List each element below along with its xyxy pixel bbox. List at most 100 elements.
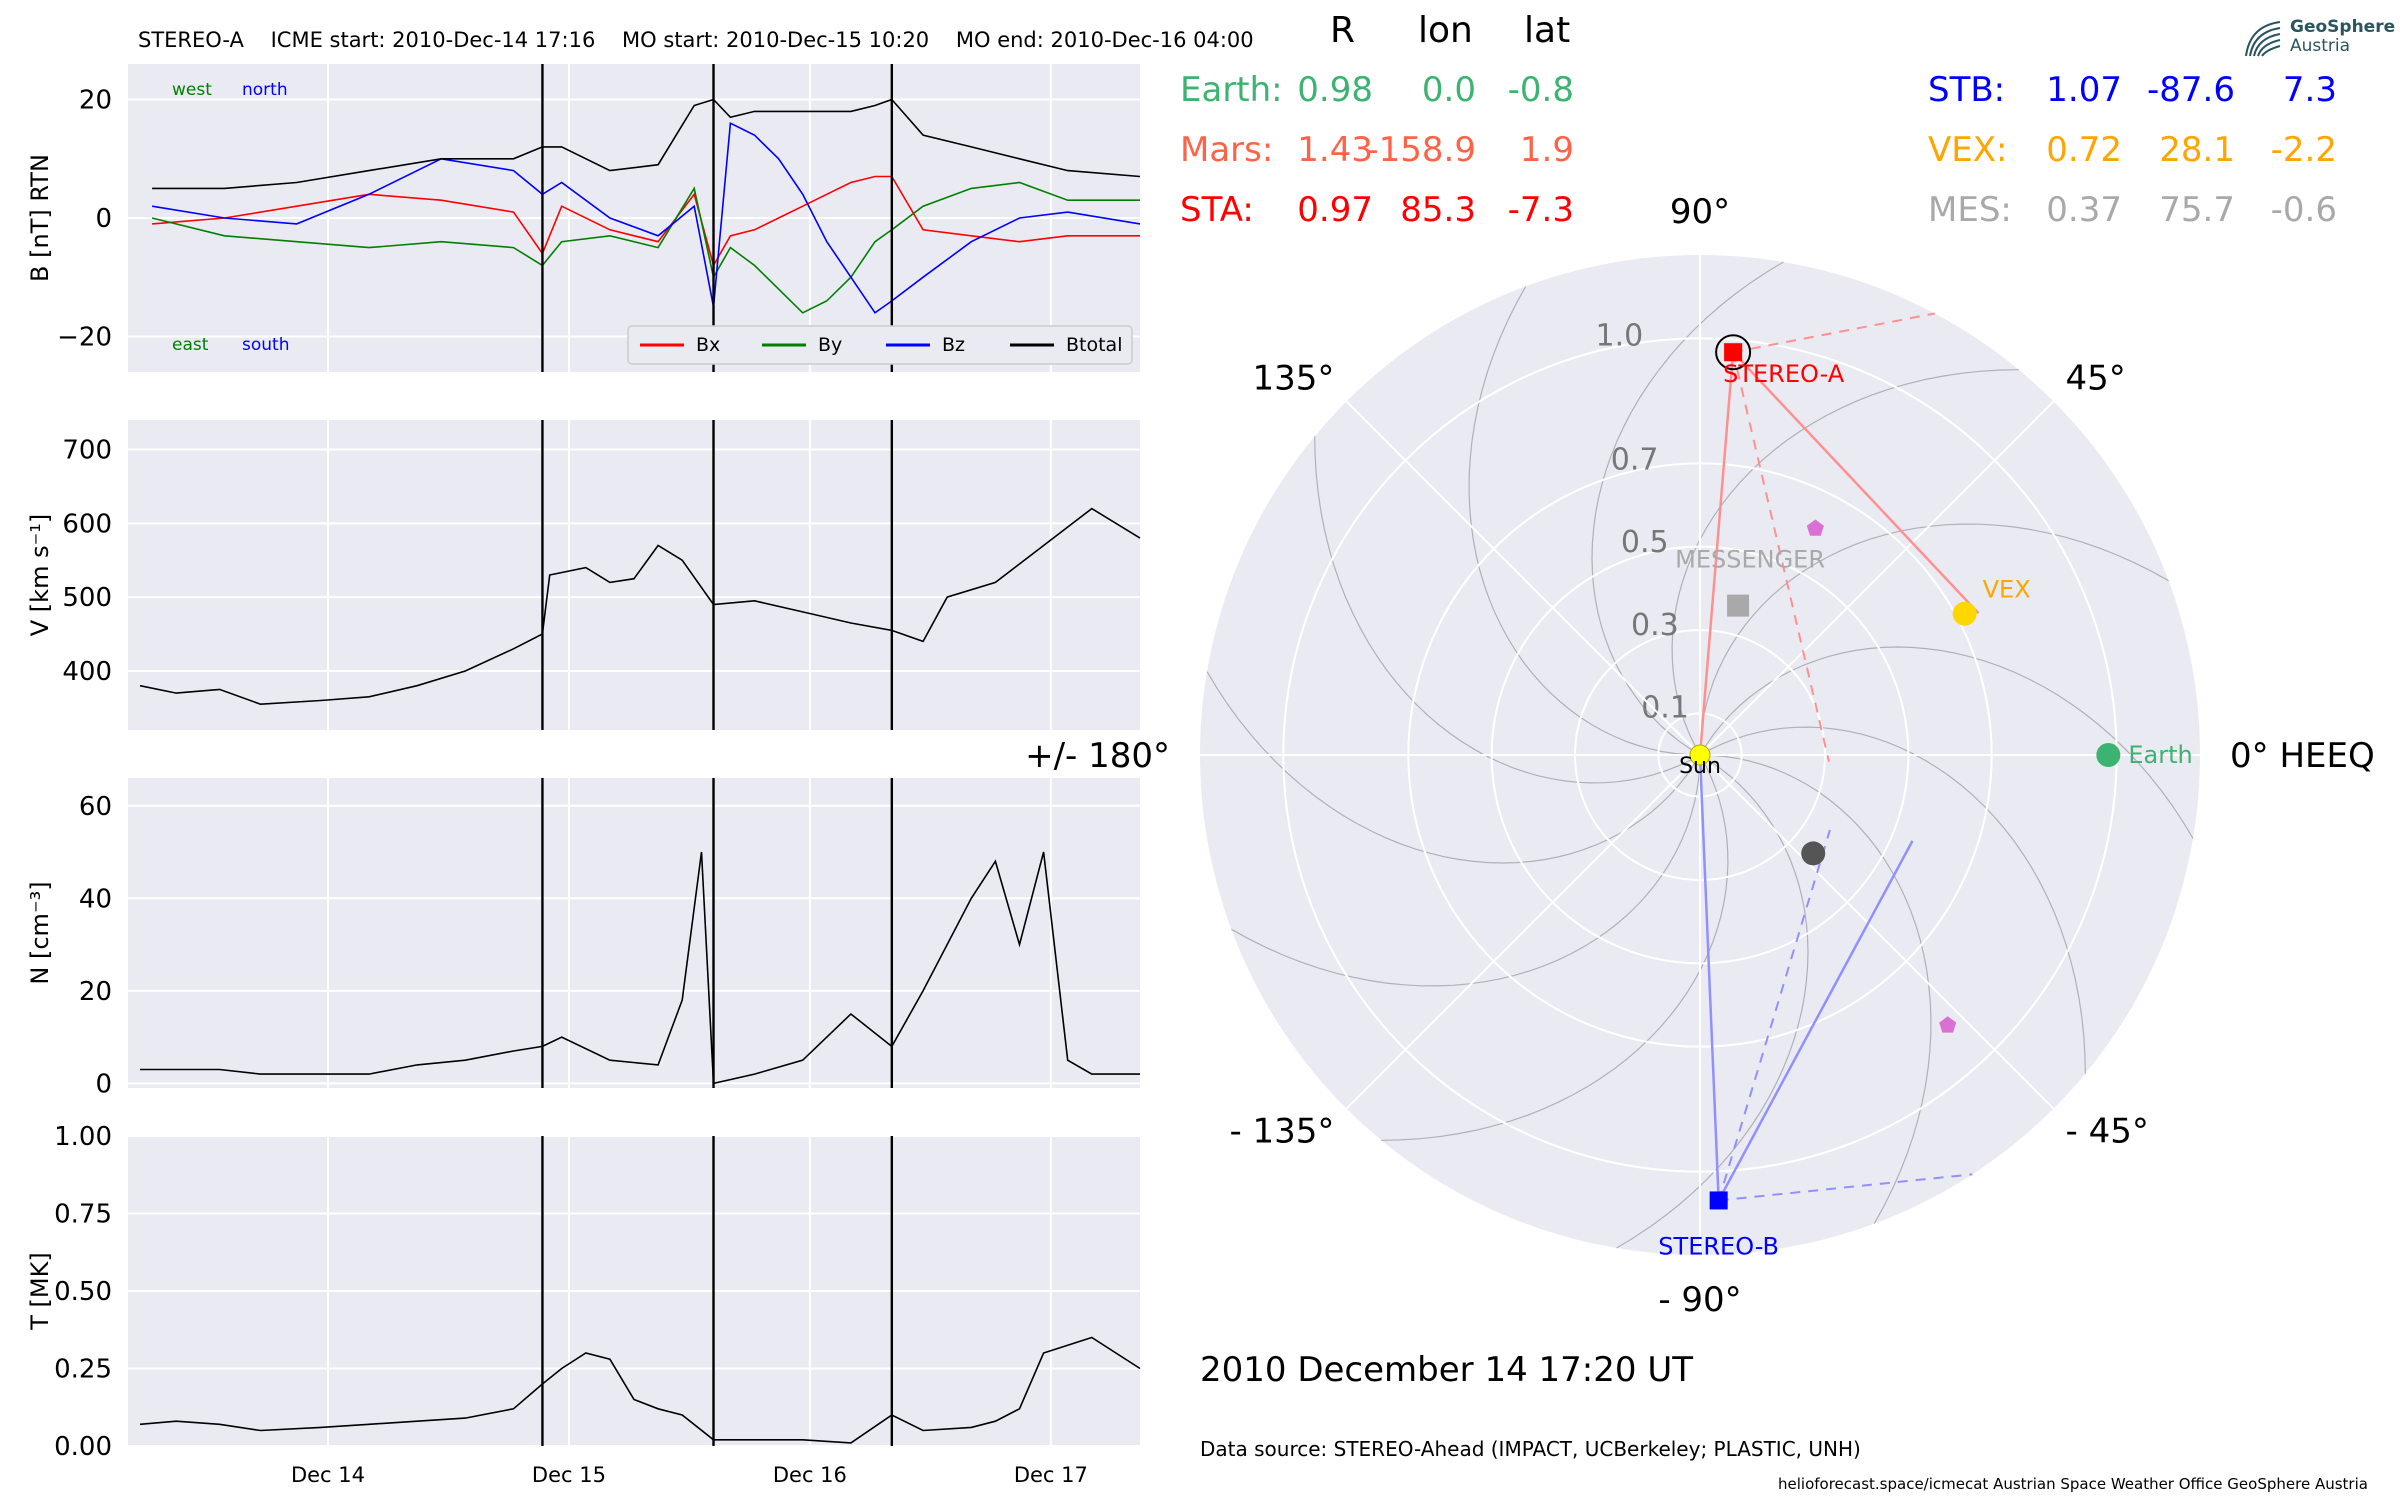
- timeseries-panels: −20 0 20 B [nT] RTN west north east south Bx By Bz…: [26, 64, 1141, 1487]
- stereo-b-label: STEREO-B: [1658, 1232, 1779, 1260]
- right-2-lon: 75.7: [2159, 190, 2235, 230]
- pentagon-marker-8: [1939, 1016, 1957, 1033]
- label-west: west: [172, 80, 212, 100]
- stereo-b-fov: [1698, 754, 1973, 1202]
- left-2-lat: -7.3: [1507, 190, 1574, 230]
- right-2-R: 0.37: [2046, 190, 2122, 230]
- sta-fov-dashed: [1732, 351, 1830, 762]
- sta-fov-line: [1732, 351, 1980, 614]
- header-icme-start: ICME start: 2010-Dec-14 17:16: [270, 28, 596, 52]
- panel-V-background: [128, 420, 1140, 730]
- col-header-lon: lon: [1418, 10, 1473, 51]
- object-6-marker: [1801, 841, 1826, 866]
- sun-marker: [1689, 744, 1711, 766]
- ylabel-B: B [nT] RTN: [26, 154, 54, 282]
- angular-grid: [1345, 400, 1701, 756]
- radial-tick-label: 0.3: [1631, 608, 1679, 643]
- angle-label: 135°: [1253, 358, 1335, 398]
- stb-sun-line: [1698, 754, 1720, 1201]
- series-T-line: [139, 1336, 1141, 1444]
- series-B-By: [151, 181, 1140, 314]
- sta-fov-dashed2: [1732, 312, 1935, 354]
- right-1-name: VEX:: [1928, 130, 2008, 170]
- stb-fov-line: [1717, 840, 1914, 1202]
- ylabel-T: T [MK]: [26, 1252, 54, 1330]
- stereo-b-marker: [1709, 1191, 1728, 1210]
- label-south: south: [242, 335, 289, 355]
- label-north: north: [242, 80, 288, 100]
- legend-label-By: By: [818, 334, 842, 356]
- stereo-a-fov: [1698, 312, 1980, 762]
- sta-sun-line: [1698, 352, 1735, 756]
- right-0-R: 1.07: [2046, 70, 2122, 110]
- ytick-label-N: 40: [79, 884, 112, 914]
- header-mo-end: MO end: 2010-Dec-16 04:00: [955, 28, 1254, 52]
- ytick-label-N: 20: [79, 977, 112, 1007]
- ytick-label-V: 600: [62, 509, 112, 539]
- stereo-a-highlight-ring: [1715, 334, 1752, 371]
- ytick-label-T: 0.50: [54, 1277, 112, 1307]
- right-1-lon: 28.1: [2159, 130, 2235, 170]
- stereo-a-label: STEREO-A: [1723, 360, 1845, 388]
- messenger-marker: [1727, 594, 1750, 617]
- header-spacecraft: STEREO-A: [138, 28, 244, 52]
- geosphere-logo-icon: [2245, 21, 2281, 57]
- legend-box: [627, 325, 1133, 365]
- series-N-line: [140, 851, 1140, 1085]
- left-0-name: Earth:: [1180, 70, 1283, 110]
- ylabel-N: N [cm⁻³]: [26, 881, 54, 984]
- angle-label: - 135°: [1229, 1112, 1334, 1152]
- angle-label: - 90°: [1658, 1280, 1741, 1320]
- left-0-R: 0.98: [1297, 70, 1373, 110]
- left-2-name: STA:: [1180, 190, 1254, 230]
- right-2-lat: -0.6: [2270, 190, 2337, 230]
- ytick-label-B: 20: [79, 86, 112, 116]
- series-B-Bx: [152, 175, 1140, 268]
- angle-label: 45°: [2066, 358, 2126, 398]
- angle-label: 0° HEEQ: [2230, 736, 2375, 776]
- left-1-lat: 1.9: [1519, 130, 1574, 170]
- ytick-label-B: −20: [57, 322, 112, 352]
- vex-label: VEX: [1983, 576, 2031, 604]
- credits: helioforecast.space/icmecat Austrian Spa…: [1778, 1475, 2368, 1493]
- series-B-Btotal: [152, 98, 1141, 190]
- left-1-lon: -158.9: [1366, 130, 1476, 170]
- ytick-label-T: 0.25: [54, 1355, 112, 1385]
- angular-grid: [1699, 754, 2055, 1110]
- panel-B: −20 0 20 B [nT] RTN west north east south Bx By Bz…: [26, 64, 1141, 372]
- legend: Bx By Bz Btotal: [627, 325, 1133, 365]
- panel-N: 0 20 40 60 N [cm⁻³]: [26, 778, 1140, 1099]
- header-mo-start: MO start: 2010-Dec-15 10:20: [622, 28, 930, 52]
- xtick-label: Dec 16: [773, 1463, 847, 1487]
- ytick-label-B: 0: [95, 204, 112, 234]
- pentagon-marker-7: [1806, 519, 1824, 536]
- legend-label-Bz: Bz: [942, 334, 965, 356]
- legend-label-Btotal: Btotal: [1066, 334, 1122, 356]
- ylabel-V: V [km s⁻¹]: [26, 514, 54, 636]
- stb-fov-dashed2: [1718, 1173, 1973, 1202]
- legend-label-Bx: Bx: [696, 334, 720, 356]
- left-2-R: 0.97: [1297, 190, 1373, 230]
- col-header-r: R: [1330, 10, 1356, 51]
- vex-marker: [1952, 601, 1977, 626]
- angular-grid: [1345, 754, 1701, 1110]
- right-1-R: 0.72: [2046, 130, 2122, 170]
- messenger-label: MESSENGER: [1675, 546, 1825, 574]
- geosphere-logo: GeoSphere Austria: [2240, 16, 2395, 62]
- panel-N-background: [128, 778, 1140, 1088]
- left-1-R: 1.43: [1297, 130, 1373, 170]
- ytick-label-T: 0.00: [54, 1432, 112, 1462]
- angle-label: 90°: [1670, 192, 1730, 232]
- left-1-name: Mars:: [1180, 130, 1274, 170]
- ytick-label-N: 60: [79, 792, 112, 822]
- angle-label: - 45°: [2066, 1112, 2149, 1152]
- ytick-label-T: 1.00: [54, 1122, 112, 1152]
- ytick-label-V: 400: [62, 657, 112, 687]
- right-0-name: STB:: [1928, 70, 2006, 110]
- radial-tick-label: 0.7: [1611, 443, 1659, 478]
- radial-tick-label: 1.0: [1596, 318, 1644, 353]
- left-0-lat: -0.8: [1507, 70, 1574, 110]
- data-source: Data source: STEREO-Ahead (IMPACT, UCBer…: [1200, 1437, 1861, 1461]
- sun-label: Sun: [1679, 754, 1721, 779]
